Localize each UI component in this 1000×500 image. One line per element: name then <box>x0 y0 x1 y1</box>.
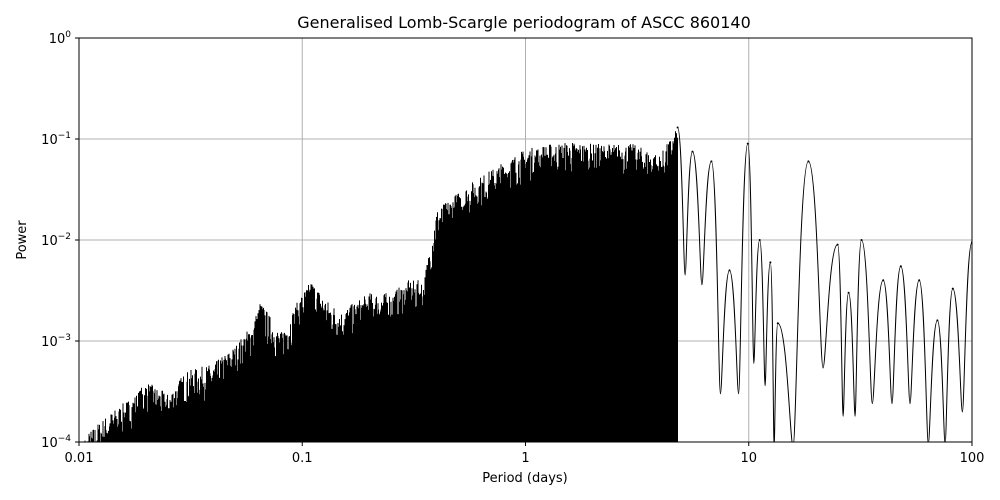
peak-point <box>936 319 939 322</box>
peak-point <box>847 291 850 294</box>
x-tick-label: 1 <box>521 451 529 466</box>
x-tick-label: 0.01 <box>65 451 94 466</box>
x-tick-label: 10 <box>740 451 757 466</box>
peak-point <box>758 239 761 241</box>
x-axis: 0.01 0.1 1 10 100 <box>65 442 985 466</box>
peak-point <box>951 287 954 290</box>
peak-point <box>691 150 694 153</box>
plot-area <box>84 126 972 442</box>
y-tick-label: 10−4 <box>41 434 71 451</box>
peak-point <box>899 265 902 268</box>
peak-point <box>860 239 863 241</box>
y-tick-label: 10−3 <box>41 333 71 350</box>
x-axis-label: Period (days) <box>482 471 568 486</box>
peak-point <box>882 279 885 282</box>
peak-point <box>807 160 810 163</box>
peak-point <box>710 160 713 163</box>
peak-point <box>769 261 772 264</box>
chart-title: Generalised Lomb-Scargle periodogram of … <box>297 13 751 32</box>
x-tick-label: 100 <box>960 451 985 466</box>
peak-point <box>918 279 921 282</box>
peak-point <box>776 322 779 325</box>
x-tick-label: 0.1 <box>292 451 313 466</box>
peak-point <box>746 142 749 145</box>
peak-point <box>836 243 839 246</box>
peak-point <box>728 269 731 272</box>
y-axis: 10−4 10−3 10−2 10−1 100 <box>41 30 79 451</box>
series-line <box>84 127 972 442</box>
y-tick-label: 10−2 <box>41 232 71 249</box>
peak-point <box>676 126 679 129</box>
y-tick-label: 100 <box>49 30 72 47</box>
y-tick-label: 10−1 <box>41 131 71 148</box>
y-axis-label: Power <box>15 220 30 260</box>
